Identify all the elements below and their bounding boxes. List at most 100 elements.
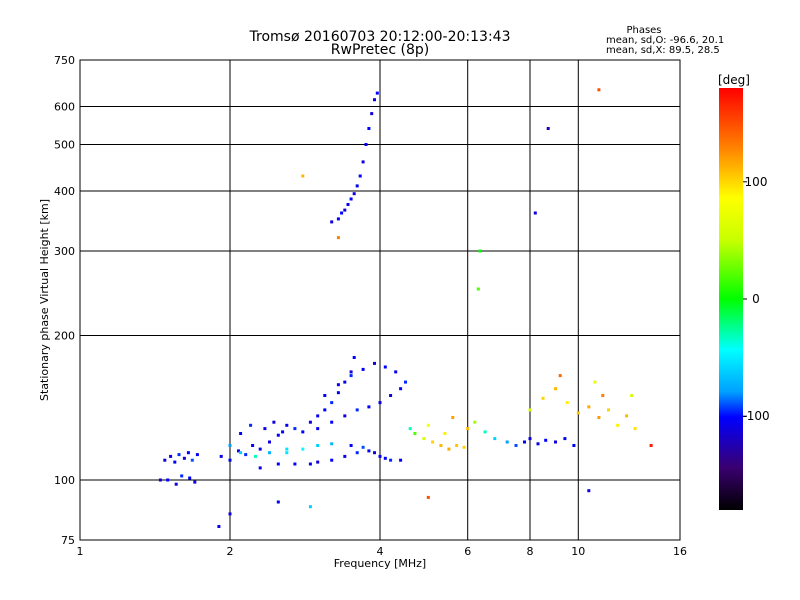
x-tick-label: 6: [464, 545, 471, 558]
data-point: [565, 401, 569, 405]
data-point: [587, 489, 591, 493]
y-tick-labels: 75 100 200 300 400 500 600 750: [54, 54, 75, 547]
data-point: [301, 174, 305, 178]
data-point: [378, 454, 382, 458]
data-point: [251, 444, 255, 447]
data-point: [576, 411, 580, 415]
data-point: [389, 394, 393, 397]
data-point: [597, 88, 601, 92]
y-tick-label: 500: [54, 139, 75, 152]
data-point: [597, 416, 601, 419]
data-point: [544, 438, 548, 442]
data-point: [375, 91, 379, 95]
data-point: [263, 427, 267, 431]
y-tick-label: 75: [61, 534, 75, 547]
data-point: [364, 143, 368, 146]
data-point: [367, 405, 371, 409]
data-point: [343, 414, 347, 418]
data-point: [349, 444, 353, 447]
colorbar-tick-label: 100: [745, 175, 768, 189]
data-point: [478, 249, 482, 253]
data-point: [174, 482, 178, 486]
data-point: [316, 427, 320, 431]
data-point: [228, 458, 232, 462]
data-point: [361, 445, 365, 449]
y-tick-label: 400: [54, 185, 75, 198]
x-axis-label: Frequency [MHz]: [334, 557, 426, 570]
data-point: [336, 383, 340, 387]
data-point: [528, 408, 532, 412]
data-point: [186, 451, 190, 455]
data-point: [190, 458, 194, 462]
data-point: [268, 451, 271, 455]
chart-subtitle: RwPretec (8p): [331, 42, 429, 58]
data-point: [493, 437, 497, 441]
data-point: [649, 444, 653, 447]
data-point: [426, 495, 430, 499]
data-point: [268, 440, 271, 444]
data-point: [285, 451, 289, 455]
x-tick-label: 1: [77, 545, 84, 558]
data-point: [336, 217, 340, 221]
chart-title: Tromsø 20160703 20:12:00-20:13:43: [249, 29, 511, 45]
data-point: [352, 192, 356, 196]
data-point: [633, 427, 637, 431]
data-point: [587, 405, 591, 409]
x-tick-labels: 1 2 4 6 8 10 16: [77, 545, 688, 558]
data-point: [505, 440, 509, 444]
data-point: [473, 420, 477, 424]
data-point: [301, 430, 305, 434]
data-point: [528, 437, 532, 441]
grid: [80, 60, 680, 540]
data-point: [394, 370, 398, 374]
data-point: [308, 505, 312, 509]
data-point: [455, 444, 459, 447]
y-tick-label: 200: [54, 330, 75, 343]
data-point: [239, 451, 243, 455]
data-point: [439, 444, 443, 447]
data-point: [355, 184, 359, 188]
data-point: [173, 460, 177, 464]
data-point: [483, 430, 487, 434]
data-point: [336, 236, 340, 240]
stats-line-x: mean, sd,X: 89.5, 28.5: [606, 45, 720, 56]
data-point: [180, 474, 184, 478]
data-point: [343, 380, 347, 384]
data-point: [426, 423, 430, 427]
data-point: [466, 427, 470, 431]
colorbar-tick-labels: 100 0 -100: [742, 175, 769, 423]
data-point: [239, 432, 243, 435]
data-point: [316, 444, 320, 447]
data-point: [285, 423, 289, 427]
data-point: [276, 500, 280, 504]
data-point: [158, 478, 162, 482]
x-tick-label: 8: [527, 545, 534, 558]
data-point: [563, 437, 567, 441]
data-point: [193, 480, 197, 484]
data-point: [616, 423, 620, 427]
data-point: [330, 442, 334, 446]
data-point: [431, 440, 435, 444]
data-point: [258, 466, 262, 470]
data-point: [422, 437, 426, 441]
data-point: [373, 361, 376, 365]
data-point: [630, 394, 634, 397]
data-point: [244, 453, 248, 457]
data-point: [443, 432, 447, 435]
stats-heading: Phases: [626, 25, 661, 36]
data-point: [447, 447, 451, 451]
data-point: [370, 112, 374, 116]
x-tick-label: 16: [673, 545, 687, 558]
data-point: [373, 451, 376, 455]
data-point: [323, 394, 327, 397]
data-point: [330, 458, 334, 462]
data-point: [217, 525, 221, 528]
colorbar-tick-label: -100: [742, 409, 769, 423]
data-point: [404, 380, 407, 384]
colorbar: [719, 88, 743, 510]
data-point: [383, 456, 387, 460]
data-point: [399, 458, 403, 462]
data-point: [163, 458, 167, 462]
data-point: [188, 476, 192, 480]
